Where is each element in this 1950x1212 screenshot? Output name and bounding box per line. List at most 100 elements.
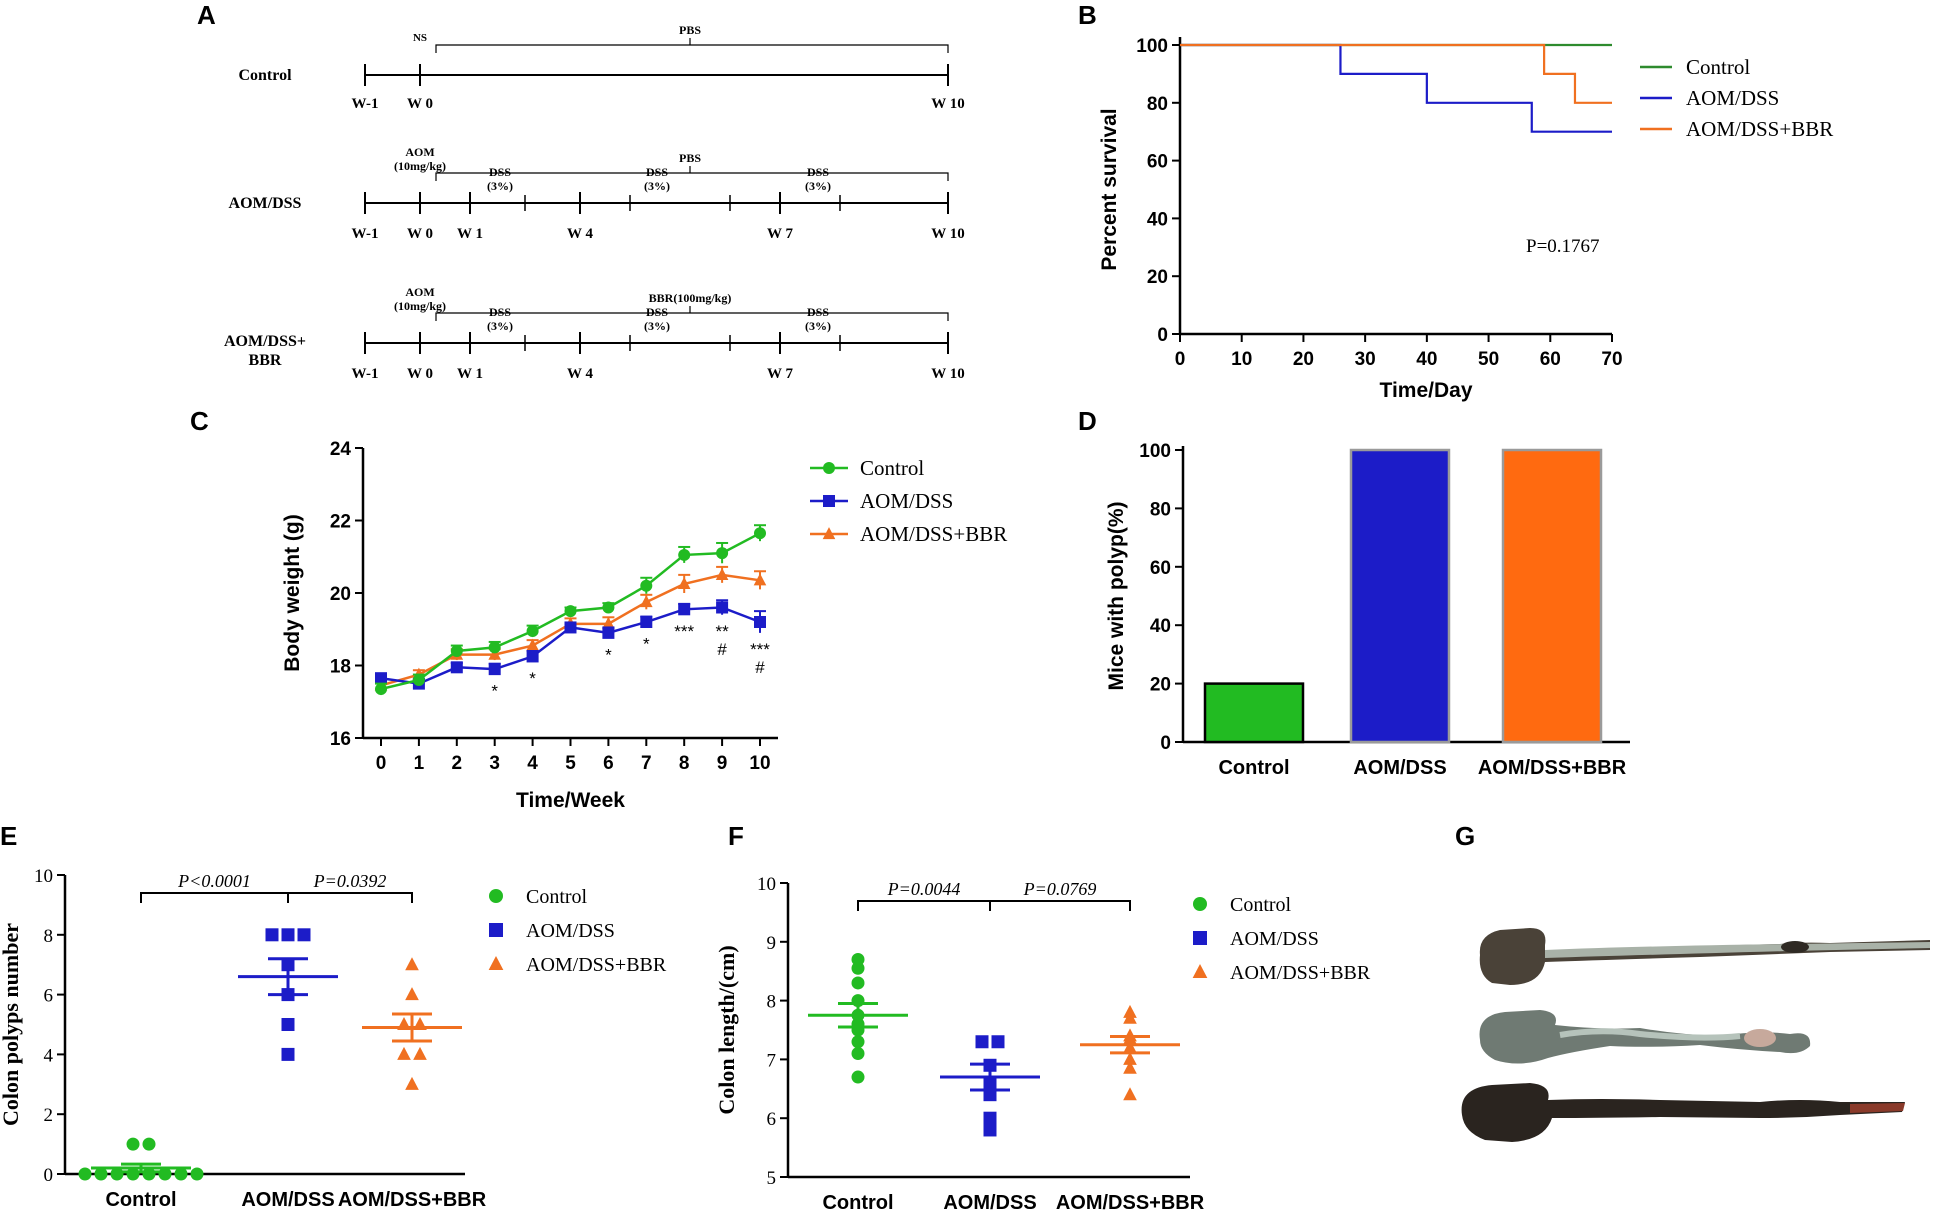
treatment-label-control: PBS bbox=[679, 23, 701, 37]
legend-marker-aom-dss bbox=[823, 495, 835, 507]
x-category-label-aom-dss-bbr: AOM/DSS+BBR bbox=[1478, 757, 1627, 779]
data-point-control-9 bbox=[142, 1137, 156, 1151]
timeline-tick-label-aom-dss-bbr-2: W 1 bbox=[457, 366, 483, 382]
x-axis-label: Time/Day bbox=[1380, 379, 1473, 402]
data-point-aom-dss-bbr-5 bbox=[1123, 1051, 1137, 1065]
legend-label-aom-dss: AOM/DSS bbox=[860, 489, 953, 513]
legend-label-aom-dss: AOM/DSS bbox=[1686, 86, 1779, 110]
data-point-control-2 bbox=[110, 1167, 124, 1181]
colon-aom-dss-bbr-illustration bbox=[1461, 1083, 1905, 1142]
data-point-control-8 bbox=[126, 1137, 140, 1151]
legend-marker-aom-dss bbox=[489, 923, 503, 937]
data-point-aom-dss-5 bbox=[281, 1018, 295, 1031]
legend-label-aom-dss: AOM/DSS bbox=[1230, 928, 1319, 950]
panel-letter-d: D bbox=[1078, 406, 1097, 436]
data-point-aom-dss-bbr-7 bbox=[640, 595, 653, 608]
comparison-bracket-0 bbox=[857, 900, 991, 911]
significance-mark-10-0: *** bbox=[750, 640, 770, 659]
x-tick-label-30: 30 bbox=[1355, 349, 1376, 370]
x-category-label-aom-dss: AOM/DSS bbox=[1353, 757, 1446, 779]
data-point-control-7 bbox=[851, 1035, 865, 1049]
dss-label-aom-dss-2: DSS (3%) bbox=[805, 165, 831, 193]
timeline-group-label-aom-dss-bbr: AOM/DSS+ BBR bbox=[224, 333, 306, 369]
data-point-control-2 bbox=[851, 976, 865, 990]
data-point-aom-dss-3 bbox=[488, 663, 501, 676]
x-tick-label-10: 10 bbox=[1231, 349, 1252, 370]
timeline-tick-label-aom-dss-3: W 4 bbox=[567, 226, 593, 242]
y-tick-label-80: 80 bbox=[1147, 94, 1168, 115]
legend-marker-control bbox=[489, 889, 503, 903]
panel-d-polyp-bar-chart: 0 20 40 60 80 100 Mice with polyp(%) Control AOM… bbox=[1105, 441, 1630, 779]
timeline-tick-label-control-1: W 0 bbox=[407, 96, 433, 112]
x-tick-label-6: 6 bbox=[603, 753, 614, 774]
legend-label-control: Control bbox=[1230, 894, 1292, 916]
data-point-aom-dss-5 bbox=[564, 621, 577, 634]
data-point-aom-dss-bbr-1 bbox=[405, 987, 419, 1001]
timeline-tick-label-aom-dss-bbr-1: W 0 bbox=[407, 366, 433, 382]
start-note-control: NS bbox=[413, 32, 427, 44]
y-tick-label-20: 20 bbox=[330, 584, 351, 605]
data-point-aom-dss-10 bbox=[754, 616, 766, 628]
survival-line-aom-dss bbox=[1180, 43, 1612, 133]
data-point-aom-dss-bbr-3 bbox=[488, 647, 501, 660]
x-tick-label-4: 4 bbox=[527, 753, 538, 774]
x-tick-label-0: 0 bbox=[376, 753, 387, 774]
timeline-tick-label-aom-dss-4: W 7 bbox=[767, 226, 793, 242]
data-point-control-6 bbox=[174, 1167, 188, 1181]
y-axis-label: Percent survival bbox=[1098, 108, 1121, 270]
comparison-p-value-0: P=0.0044 bbox=[887, 879, 961, 899]
comparison-p-value-0: P<0.0001 bbox=[177, 871, 251, 891]
data-point-control-8 bbox=[851, 1047, 865, 1061]
data-point-aom-dss-6 bbox=[602, 626, 615, 639]
bar-aom-dss-bbr bbox=[1501, 448, 1603, 744]
data-point-control-0 bbox=[78, 1167, 92, 1181]
y-tick-label-40: 40 bbox=[1150, 616, 1171, 637]
legend-label-aom-dss-bbr: AOM/DSS+BBR bbox=[1686, 117, 1833, 141]
dss-label-aom-dss-bbr-1: DSS (3%) bbox=[644, 305, 670, 333]
y-tick-label-40: 40 bbox=[1147, 209, 1168, 230]
data-point-aom-dss-0 bbox=[375, 672, 387, 685]
data-point-control-8 bbox=[678, 548, 691, 561]
significance-mark-3-0: * bbox=[491, 682, 498, 701]
legend-marker-control bbox=[1193, 897, 1207, 911]
treatment-label-aom-dss: PBS bbox=[679, 151, 701, 165]
timeline-tick-label-aom-dss-bbr-4: W 7 bbox=[767, 366, 793, 382]
data-point-aom-dss-5 bbox=[983, 1111, 997, 1125]
x-tick-label-9: 9 bbox=[717, 753, 728, 774]
legend-label-control: Control bbox=[860, 456, 924, 480]
timeline-tick-label-aom-dss-0: W-1 bbox=[352, 226, 379, 242]
significance-mark-6-0: * bbox=[605, 645, 612, 664]
data-point-aom-dss-bbr-6 bbox=[1123, 1060, 1137, 1074]
y-tick-label-0: 0 bbox=[44, 1165, 54, 1186]
timeline-tick-label-aom-dss-bbr-5: W 10 bbox=[931, 366, 964, 382]
colon-aom-dss-illustration bbox=[1479, 1010, 1811, 1064]
data-point-aom-dss-bbr-10 bbox=[753, 573, 767, 586]
timeline-group-label-control: Control bbox=[238, 67, 292, 84]
y-tick-label-20: 20 bbox=[1147, 267, 1168, 288]
panel-letter-f: F bbox=[728, 821, 744, 851]
data-point-control-3 bbox=[488, 641, 501, 654]
start-note-aom-dss-bbr: AOM (10mg/kg) bbox=[394, 285, 446, 313]
timeline-tick-label-aom-dss-bbr-3: W 4 bbox=[567, 366, 593, 382]
x-tick-label-70: 70 bbox=[1601, 349, 1622, 370]
x-tick-label-0: 0 bbox=[1175, 349, 1186, 370]
y-tick-label-5: 5 bbox=[767, 1168, 777, 1189]
data-point-aom-dss-6 bbox=[983, 1123, 997, 1137]
panel-e-polyp-number-chart: 0 2 4 6 8 10 Colon polyps number Control AOM/DSS… bbox=[0, 866, 667, 1211]
y-tick-label-2: 2 bbox=[44, 1105, 54, 1126]
y-tick-label-8: 8 bbox=[767, 992, 777, 1013]
x-tick-label-50: 50 bbox=[1478, 349, 1499, 370]
x-tick-label-60: 60 bbox=[1540, 349, 1561, 370]
legend-label-control: Control bbox=[526, 886, 588, 908]
y-tick-label-6: 6 bbox=[767, 1109, 777, 1130]
x-tick-label-20: 20 bbox=[1293, 349, 1314, 370]
data-point-control-7 bbox=[190, 1167, 204, 1181]
y-tick-label-100: 100 bbox=[1139, 441, 1171, 462]
panel-g-colon-photo bbox=[1461, 928, 1930, 1142]
timeline-tick-label-aom-dss-bbr-0: W-1 bbox=[352, 366, 379, 382]
legend-marker-aom-dss-bbr bbox=[822, 527, 836, 540]
x-tick-label-8: 8 bbox=[679, 753, 690, 774]
data-point-control-1 bbox=[851, 961, 865, 975]
x-tick-label-10: 10 bbox=[749, 753, 770, 774]
treatment-label-aom-dss-bbr: BBR(100mg/kg) bbox=[649, 291, 732, 305]
